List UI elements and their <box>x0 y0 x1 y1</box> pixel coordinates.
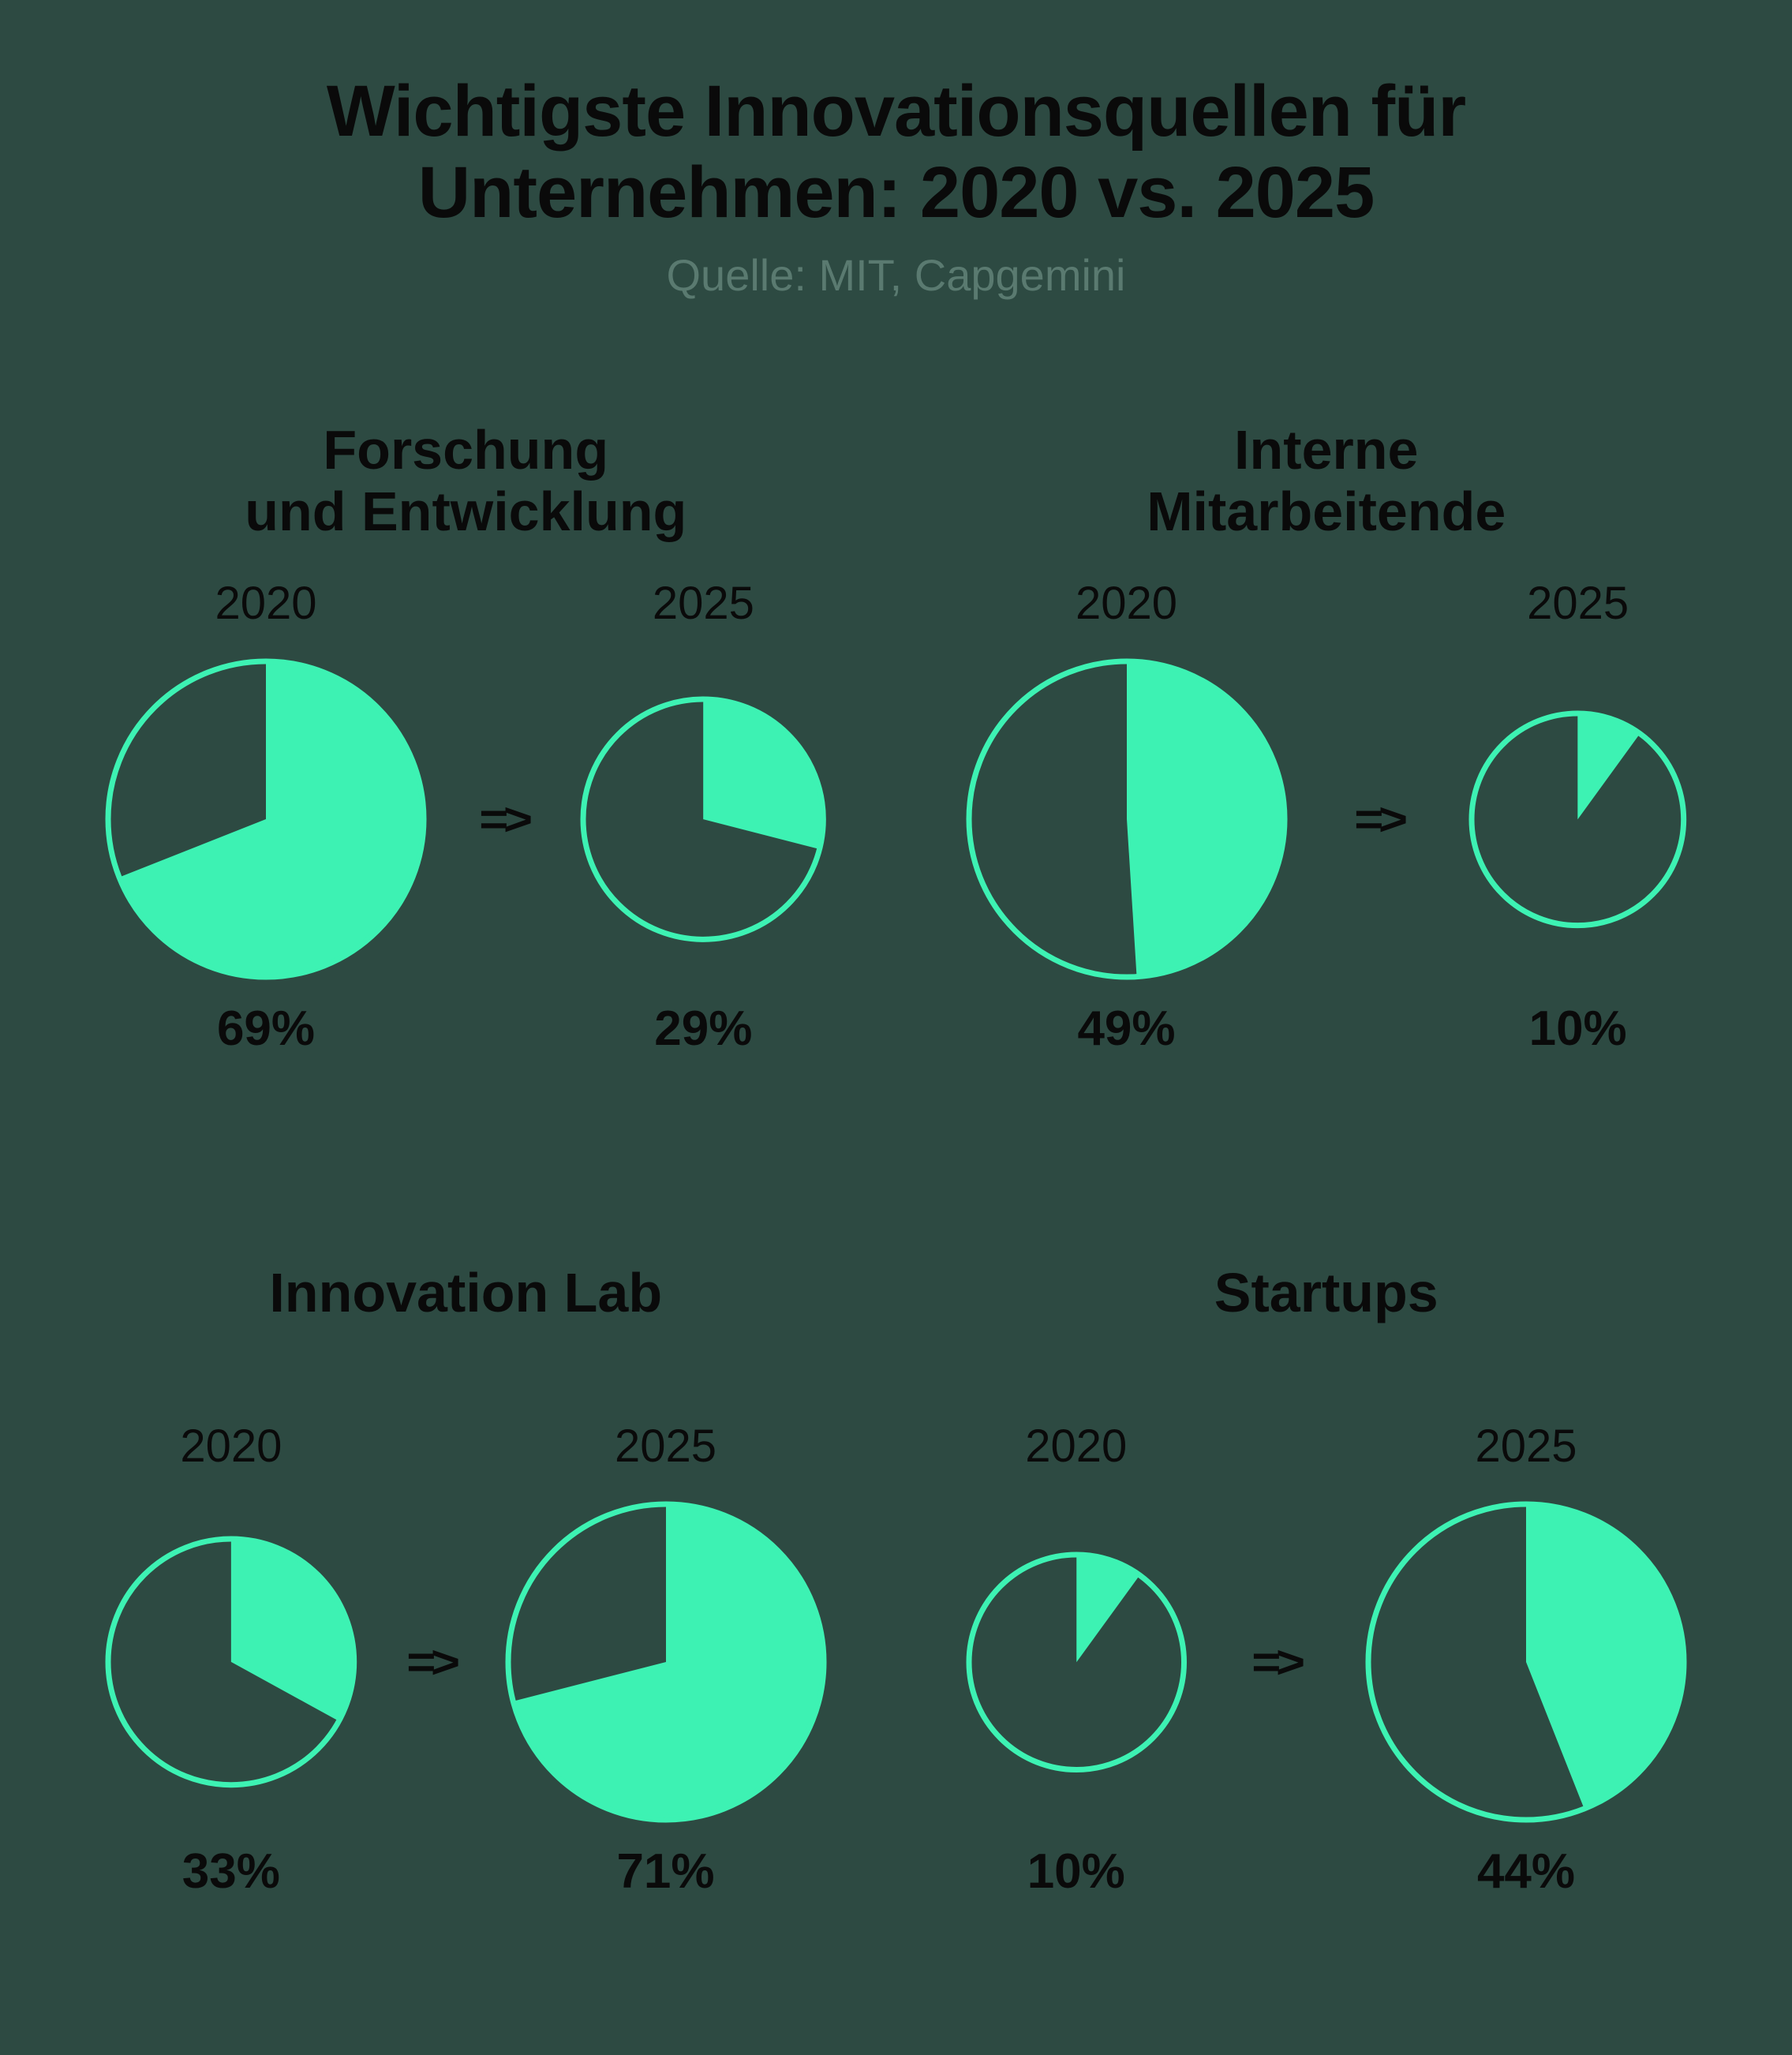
year-row: 2020 2025 <box>103 577 829 630</box>
pie-slice-svg <box>963 1549 1190 1776</box>
pie-slice-svg <box>103 656 429 983</box>
pie-right-col <box>578 661 829 977</box>
pct-left: 10% <box>963 1844 1190 1900</box>
pct-right: 44% <box>1363 1844 1689 1900</box>
pct-right: 29% <box>578 1001 829 1057</box>
year-right: 2025 <box>578 577 829 630</box>
pie-row: => <box>963 1504 1690 1820</box>
year-left: 2020 <box>963 577 1290 630</box>
year-left: 2020 <box>103 577 429 630</box>
pct-row: 33% 71% <box>103 1820 829 1900</box>
chart-panel: Interne Mitarbeitende 2020 2025 => 49% 1… <box>963 419 1690 1057</box>
pie-slice-svg <box>103 1533 360 1791</box>
arrow-icon: => <box>470 793 536 846</box>
panel-title: Innovation Lab <box>103 1262 829 1396</box>
chart-panel: Startups 2020 2025 => 10% 44% <box>963 1262 1690 1900</box>
pct-left: 69% <box>103 1001 429 1057</box>
pie-slice-svg <box>1466 708 1689 931</box>
pie-right-col <box>1363 1504 1689 1820</box>
source-line: Quelle: MIT, Capgemini <box>103 249 1689 301</box>
pct-left: 33% <box>103 1844 360 1900</box>
pie-right-wrap <box>1363 1504 1689 1820</box>
year-right: 2025 <box>1466 577 1689 630</box>
pct-right: 10% <box>1466 1001 1689 1057</box>
pct-left: 49% <box>963 1001 1290 1057</box>
panel-title: Forschung und Entwicklung <box>103 419 829 553</box>
pie-right-col <box>503 1504 829 1820</box>
pie-right-wrap <box>1466 661 1689 977</box>
pie-left-col <box>963 661 1290 977</box>
year-left: 2020 <box>963 1420 1190 1473</box>
pie-left-wrap <box>963 1504 1190 1820</box>
pct-row: 10% 44% <box>963 1820 1690 1900</box>
pie-right-wrap <box>503 1504 829 1820</box>
year-right: 2025 <box>503 1420 829 1473</box>
pie-right-col <box>1466 661 1689 977</box>
pie-left-col <box>103 661 429 977</box>
arrow-icon: => <box>398 1636 463 1689</box>
chart-panel: Innovation Lab 2020 2025 => 33% 71% <box>103 1262 829 1900</box>
arrow-icon: => <box>1243 1636 1308 1689</box>
pie-row: => <box>103 661 829 977</box>
pct-row: 49% 10% <box>963 977 1690 1057</box>
pie-row: => <box>963 661 1690 977</box>
page-title: Wichtigste Innovationsquellen für Untern… <box>103 71 1689 234</box>
pie-left-col <box>103 1504 360 1820</box>
pie-row: => <box>103 1504 829 1820</box>
panel-title: Startups <box>963 1262 1690 1396</box>
year-right: 2025 <box>1363 1420 1689 1473</box>
pie-left-wrap <box>963 661 1290 977</box>
pie-left-col <box>963 1504 1190 1820</box>
chart-grid: Forschung und Entwicklung 2020 2025 => 6… <box>103 419 1689 1900</box>
year-left: 2020 <box>103 1420 360 1473</box>
chart-panel: Forschung und Entwicklung 2020 2025 => 6… <box>103 419 829 1057</box>
pie-slice-svg <box>503 1499 829 1825</box>
panel-title: Interne Mitarbeitende <box>963 419 1690 553</box>
pie-slice-svg <box>963 656 1290 983</box>
arrow-icon: => <box>1345 793 1411 846</box>
year-row: 2020 2025 <box>963 1420 1690 1473</box>
pie-slice-svg <box>1363 1499 1689 1825</box>
pct-right: 71% <box>503 1844 829 1900</box>
pie-slice-svg <box>578 694 829 945</box>
infographic-root: Wichtigste Innovationsquellen für Untern… <box>0 0 1792 1994</box>
year-row: 2020 2025 <box>963 577 1690 630</box>
year-row: 2020 2025 <box>103 1420 829 1473</box>
pie-right-wrap <box>578 661 829 977</box>
pie-left-wrap <box>103 1504 360 1820</box>
pie-left-wrap <box>103 661 429 977</box>
pct-row: 69% 29% <box>103 977 829 1057</box>
